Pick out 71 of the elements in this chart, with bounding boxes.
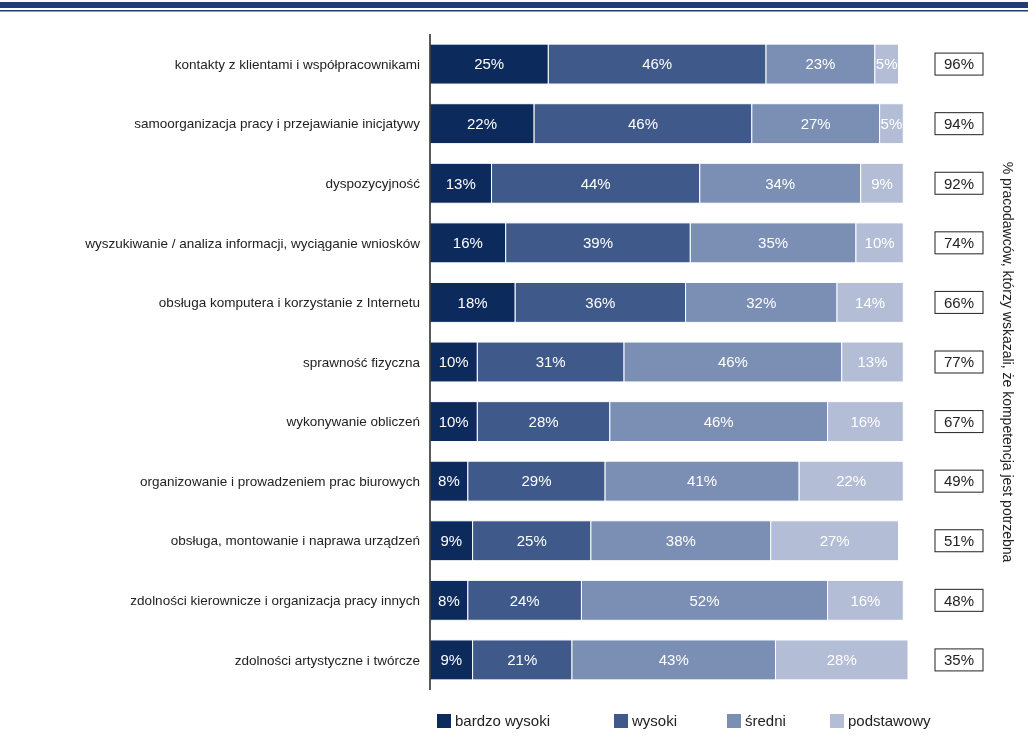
data-label: 24% xyxy=(509,591,540,609)
data-label: 10% xyxy=(438,353,469,371)
y-tick-label: zdolności kierownicze i organizacja pracy innych xyxy=(130,593,420,609)
data-label: 22% xyxy=(467,114,498,132)
data-label: 16% xyxy=(850,412,881,430)
data-label: 16% xyxy=(850,591,881,609)
data-label: 39% xyxy=(582,234,614,252)
data-label: 10% xyxy=(438,412,469,430)
data-label: 21% xyxy=(507,651,538,669)
legend-label: podstawowy xyxy=(848,712,932,730)
data-label: 22% xyxy=(836,472,867,490)
data-label: 23% xyxy=(805,55,836,73)
data-label: 14% xyxy=(855,293,886,311)
data-label: 27% xyxy=(800,114,831,132)
data-label: 8% xyxy=(438,472,460,490)
data-label: 9% xyxy=(440,651,463,669)
data-label: 34% xyxy=(765,174,796,192)
data-label: 27% xyxy=(819,532,850,549)
data-label: 9% xyxy=(871,174,893,192)
y-tick-label: zdolności artystyczne i twórcze xyxy=(234,652,420,668)
text: 49% xyxy=(943,472,975,490)
y-tick-label: kontakty z klientami i współpracownikami xyxy=(174,56,420,72)
data-label: 25% xyxy=(516,532,547,549)
data-label: 46% xyxy=(717,353,748,371)
data-label: 46% xyxy=(642,55,673,73)
data-label: 9% xyxy=(440,532,463,549)
y-tick-label: wyszukiwanie / analiza informacji, wyciąganie wniosków xyxy=(84,235,421,251)
text: 67% xyxy=(943,412,975,430)
text: 77% xyxy=(943,353,975,371)
y-tick-label: dyspozycyjność xyxy=(325,175,421,191)
data-label: 44% xyxy=(580,174,611,192)
data-label: 18% xyxy=(457,293,488,311)
text: 74% xyxy=(943,234,975,252)
y-tick-label: samoorganizacja pracy i przejawianie inicjatywy xyxy=(134,116,421,132)
legend-label: średni xyxy=(745,712,786,730)
data-label: 52% xyxy=(689,591,720,609)
data-label: 29% xyxy=(521,472,552,490)
data-label: 32% xyxy=(746,293,777,311)
text: % pracodawców, którzy wskazali, że kompetencja jest potrzebna xyxy=(1000,161,1016,563)
data-label: 43% xyxy=(658,651,689,669)
y-tick-label: obsługa komputera i korzystanie z Internetu xyxy=(158,295,420,311)
data-label: 38% xyxy=(665,532,696,549)
data-label: 5% xyxy=(880,114,903,132)
data-label: 46% xyxy=(627,114,658,132)
y-tick-label: sprawność fizyczna xyxy=(302,354,421,370)
data-label: 10% xyxy=(864,234,895,252)
data-label: 25% xyxy=(474,55,505,73)
text: 66% xyxy=(943,293,975,311)
data-label: 41% xyxy=(687,472,718,490)
y-tick-label: organizowanie i prowadzeniem prac biurowych xyxy=(140,473,420,489)
y-tick-label: wykonywanie obliczeń xyxy=(285,414,420,430)
text: 48% xyxy=(943,591,975,609)
data-label: 28% xyxy=(528,412,559,430)
data-label: 13% xyxy=(445,174,476,192)
data-label: 35% xyxy=(758,234,789,252)
y-tick-label: obsługa, montowanie i naprawa urządzeń xyxy=(170,533,420,549)
data-label: 46% xyxy=(703,412,734,430)
text: 92% xyxy=(943,174,975,192)
text: 94% xyxy=(943,114,975,132)
data-label: 16% xyxy=(452,234,483,252)
data-label: 31% xyxy=(535,353,566,371)
legend-label: wysoki xyxy=(631,712,678,730)
data-label: 8% xyxy=(438,591,460,609)
data-label: 28% xyxy=(826,651,857,669)
data-label: 36% xyxy=(585,293,616,311)
legend-label: bardzo wysoki xyxy=(455,712,551,730)
data-label: 5% xyxy=(875,55,898,73)
text: 96% xyxy=(943,55,975,73)
data-label: 13% xyxy=(857,353,888,371)
text: 51% xyxy=(943,532,975,549)
text: 35% xyxy=(943,651,975,669)
